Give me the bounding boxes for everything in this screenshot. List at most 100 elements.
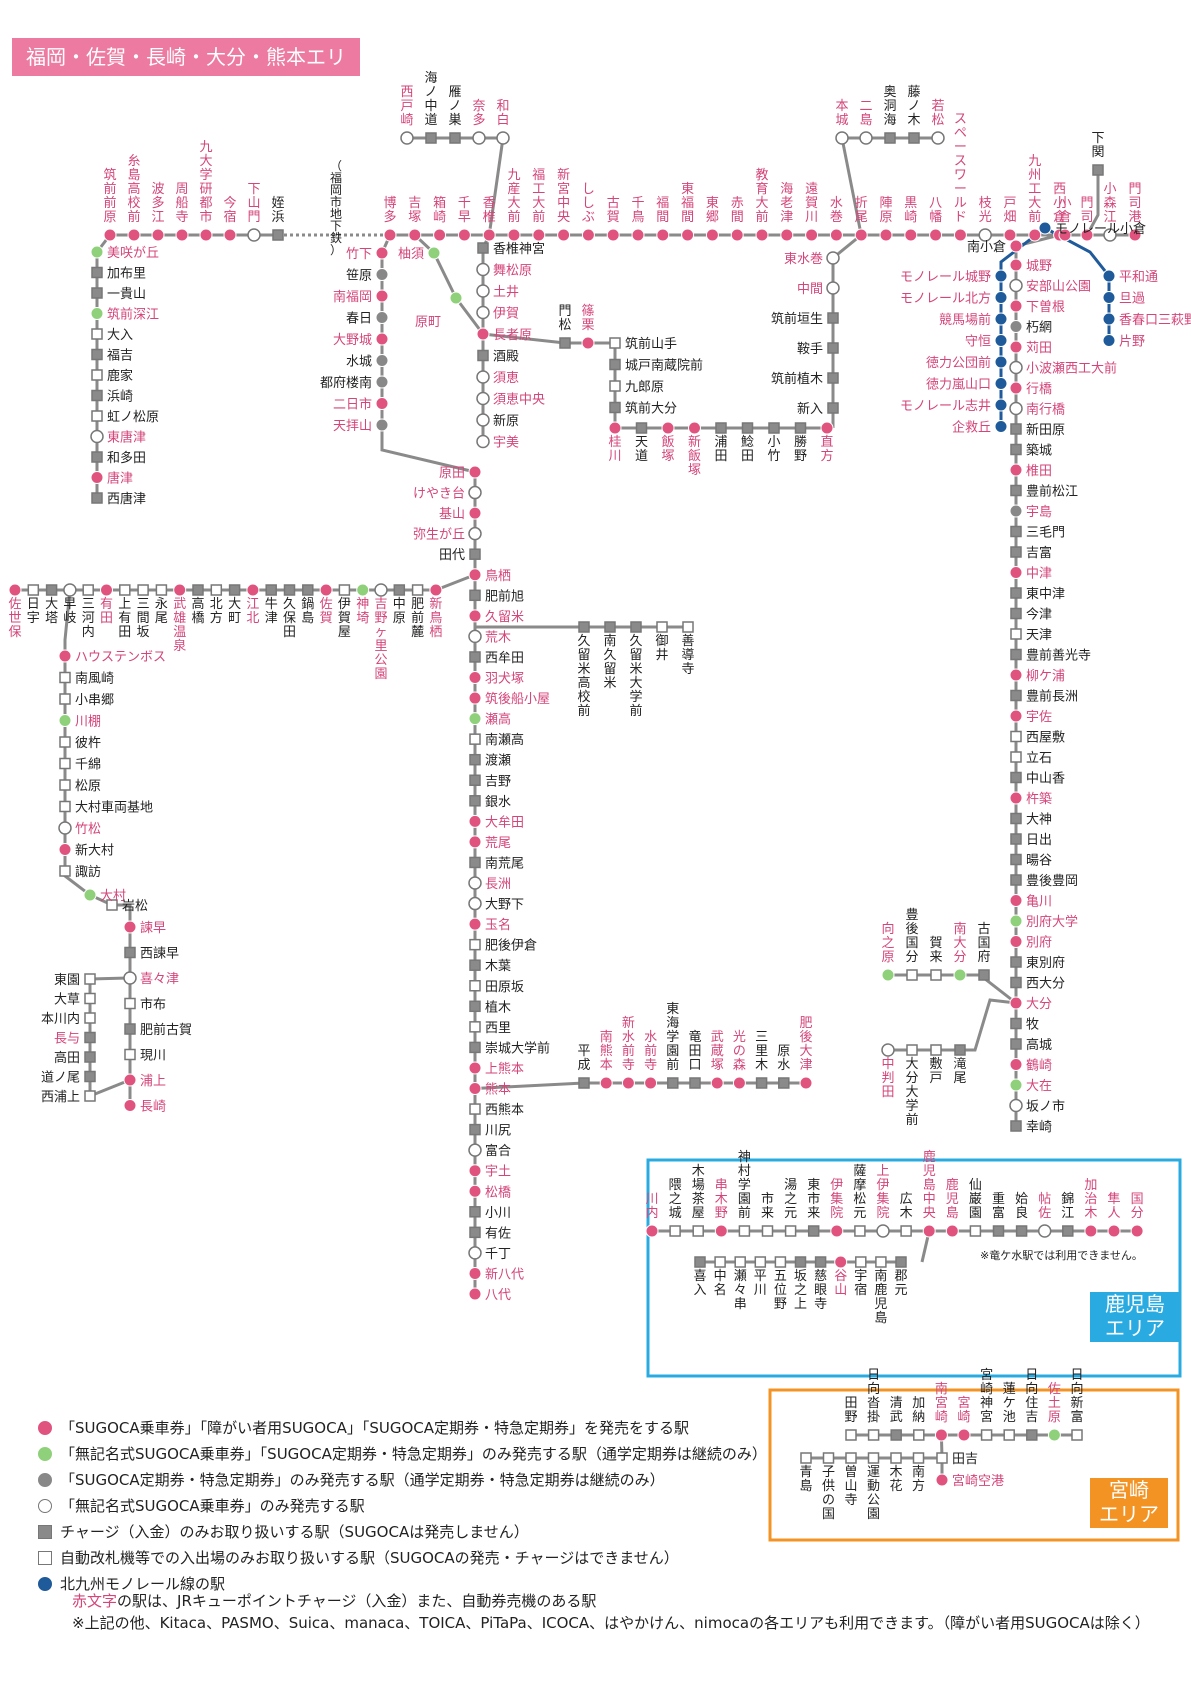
- kagoshima-note: ※竜ケ水駅では利用できません。: [980, 1249, 1143, 1262]
- station-4ed95dcc5712-label: 仙巌園: [969, 1178, 982, 1221]
- station-53e456fd5e9c-label: 古国府: [977, 922, 990, 965]
- station-4e2d52247530-marker: [881, 1043, 895, 1057]
- station-67288449-marker: [469, 959, 481, 971]
- station-9ed25d0e-label: 黒崎: [904, 196, 917, 225]
- station-679d5149-marker: [978, 228, 992, 242]
- station-53e48cc0-label: 古賀: [607, 196, 620, 225]
- station-6d5c5d0e-marker: [91, 389, 103, 402]
- station-65e551fa-label: 日出: [1026, 833, 1052, 848]
- station-80a5524d9e93-label: 肥前麓: [411, 597, 424, 640]
- station-6d664e0a-label: 浦上: [140, 1074, 166, 1089]
- station-535783525c3e-label: 南荒尾: [485, 855, 524, 871]
- station-531765b9-label: 北方: [210, 597, 223, 626]
- note1-text: の駅は、JRキューポイントチャージ（入金）また、自動券売機のある駅: [117, 1592, 597, 1610]
- station-5c0f6ce2702c897f5de55927524d-marker: [1009, 360, 1023, 375]
- station-4e454fdd7530-label: 久保田: [283, 597, 296, 640]
- station-571f4e95-label: 土井: [493, 285, 519, 300]
- station-73fe5ddd-label: 現川: [140, 1049, 166, 1064]
- station-65e5541165b05bcc-label: 日向新富: [1070, 1368, 1083, 1425]
- station-9999690e795e5bae-marker: [477, 242, 489, 254]
- station-690e7530-marker: [1009, 463, 1023, 477]
- station-897f718a672c-label: 西熊本: [485, 1102, 524, 1118]
- station-798f5de55927524d-label: 福工大前: [532, 168, 545, 225]
- station-5fa14e95-marker: [656, 621, 668, 633]
- station-53e48cc0-marker: [606, 228, 620, 242]
- station-8d649593-label: 赤間: [731, 196, 744, 225]
- station-4e805ddd-label: 亀川: [1026, 895, 1052, 910]
- station-53e456fd5e9c-marker: [978, 969, 990, 981]
- station-8c4a524d558451495bfa-label: 豊前善光寺: [1026, 648, 1091, 664]
- station-96884e4b57ce-label: 隈之城: [669, 1178, 682, 1221]
- station-9663539f-label: 陣原: [879, 196, 892, 225]
- station-867930ce677e539f-marker: [91, 410, 103, 422]
- station-5b877f8e-label: 宇美: [493, 436, 519, 451]
- station-66988c37-label: 暘谷: [1026, 854, 1052, 869]
- station-7b51524d6df16c5f-label: 筑前深江: [107, 307, 159, 323]
- station-7adc753053e3-marker: [689, 1077, 701, 1089]
- station-57fa5c71-marker: [468, 506, 482, 520]
- station-62985c3e-label: 折尾: [855, 196, 868, 225]
- station-5357798f5ca1-marker: [375, 289, 389, 303]
- station-30cf30a630b930c630f330dc30b9-marker: [58, 649, 72, 663]
- station-592962dd5c71-label: 天拝山: [333, 419, 372, 434]
- station-7530539f5742-label: 田原坂: [485, 980, 524, 995]
- station-5b87571f-label: 宇土: [485, 1165, 511, 1180]
- station-98ef585a-label: 飯塚: [661, 435, 674, 464]
- station-897f8aeb65e9-label: 西諫早: [140, 946, 179, 962]
- station-68425ddd-label: 桂川: [608, 435, 621, 464]
- station-83525c3e-label: 荒尾: [485, 836, 511, 851]
- station-5ddd68da-marker: [58, 714, 72, 727]
- station-655980b25927524d-marker: [755, 228, 769, 242]
- station-5927753a-marker: [228, 584, 241, 596]
- station-4e0b5c719580-label: 下山門: [247, 182, 260, 225]
- station-980860754e2d592e-marker: [476, 391, 490, 406]
- station-5c0f5009-label: 小倉: [1058, 196, 1071, 225]
- station-904b52d5516c5712-label: 運動公園: [867, 1465, 880, 1522]
- station-4e4575597c739ad86821524d-marker: [578, 621, 590, 633]
- station-5f25751f304c4e18-marker: [468, 526, 482, 541]
- station-6b6696c46e296cc9-marker: [173, 583, 187, 597]
- station-6771798f9593-marker: [681, 228, 695, 242]
- station-897f5c0f5009-label: 西小倉: [1053, 182, 1066, 225]
- station-6c345dfb-marker: [829, 228, 843, 242]
- station-65e55b87-marker: [27, 584, 40, 596]
- station-592791ce57ce-label: 大野城: [333, 333, 372, 348]
- station-6e21702c-marker: [469, 753, 481, 766]
- station-905330ce5c3e-label: 道ノ尾: [41, 1071, 80, 1086]
- station-6b6696c46e296cc9-label: 武雄温泉: [173, 597, 186, 654]
- station-8c375c71-label: 谷山: [834, 1269, 847, 1298]
- station-4e32672891ce-marker: [714, 1224, 728, 1238]
- station-52255e9c59275b66-marker: [1009, 914, 1023, 928]
- station-6edd5c3e-marker: [954, 1044, 966, 1056]
- legend-note-other-cards: ※上記の他、Kitaca、PASMO、Suica、manaca、TOICA、Pi…: [72, 1614, 1150, 1632]
- station-5b504f9b306e56fd-marker: [822, 1452, 835, 1464]
- station-59275206-marker: [1009, 996, 1023, 1010]
- station-4e2d539f-marker: [393, 584, 406, 596]
- station-65b059276751-label: 新大村: [75, 843, 114, 859]
- station-4f0165514e18-marker: [994, 420, 1008, 433]
- station-53579e7f51505cf6-label: 南鹿児島: [874, 1268, 887, 1326]
- station-4e2d6d25-label: 中津: [1026, 567, 1052, 582]
- station-677190f7-marker: [705, 228, 719, 242]
- station-934b5cf6-marker: [302, 584, 314, 596]
- station-4f0a8cc05c4b-marker: [338, 584, 351, 596]
- station-53434e01-label: 千丁: [485, 1247, 511, 1262]
- station-958053f8-label: 門司: [1080, 196, 1093, 225]
- station-5fa14e95-label: 御井: [655, 634, 668, 663]
- station-52a06cbb6728-label: 加治木: [1084, 1178, 1097, 1221]
- station-6e21702c-label: 渡瀬: [485, 753, 511, 769]
- station-52255e9c-label: 別府: [1026, 936, 1052, 951]
- station-5c0f68ee6c5f-label: 小森江: [1103, 182, 1116, 225]
- station-690e7530-label: 椎田: [1026, 464, 1052, 479]
- station-7cf85cf69ad86821524d-label: 糸島高校前: [127, 154, 140, 225]
- station-95774e0e-label: 長与: [54, 1032, 80, 1047]
- legend-text: チャージ（入金）のみお取り扱いする駅（SUGOCAは発売しません）: [60, 1523, 529, 1541]
- station-5927725f7530-marker: [468, 814, 482, 828]
- station-702c30054e32-marker: [734, 1256, 746, 1268]
- station-5fb3529b516c56e3524d-label: 徳力公団前: [926, 355, 991, 371]
- station-5e735ddd-label: 平川: [754, 1269, 767, 1298]
- station-65e6904e-label: 旦過: [1119, 292, 1145, 307]
- station-8acf8a2a-label: 諏訪: [75, 864, 101, 880]
- station-59ea6d5c-label: 姪浜: [271, 196, 284, 225]
- station-5bae5d0e7a7a6e2f-marker: [935, 1473, 949, 1487]
